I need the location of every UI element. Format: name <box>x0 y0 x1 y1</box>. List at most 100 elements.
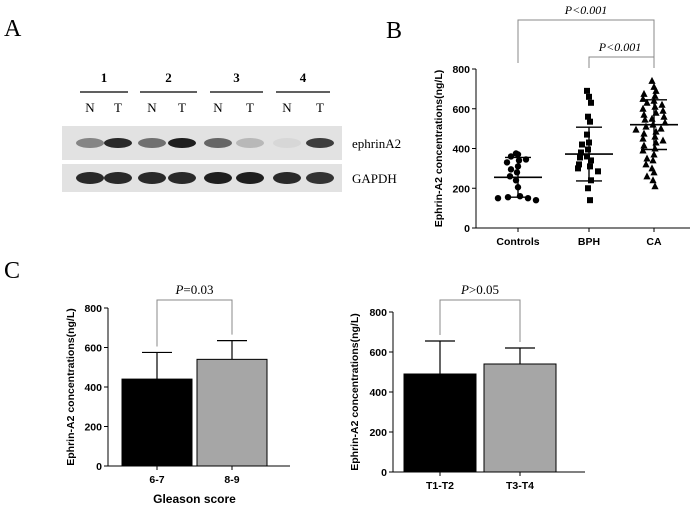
data-point-triangle <box>640 89 648 97</box>
blot-band <box>168 172 196 184</box>
bar <box>121 378 193 467</box>
y-tick-label: 0 <box>96 461 102 473</box>
lane-group-label: 4 <box>300 70 307 85</box>
blot-band <box>104 138 132 148</box>
data-point-square <box>588 157 594 164</box>
data-point-square <box>585 146 591 153</box>
x-tick-label: T3-T4 <box>506 480 534 492</box>
y-tick-label: 400 <box>84 382 102 394</box>
data-point-circle <box>513 169 521 176</box>
data-point-square <box>595 168 601 175</box>
lane-label: T <box>114 100 122 115</box>
lane-group-label: 3 <box>233 70 240 85</box>
data-point-square <box>584 153 590 160</box>
significance-p: P <box>174 282 183 297</box>
lane-label: N <box>85 100 95 115</box>
data-point-square <box>587 197 593 204</box>
data-point-circle <box>515 157 523 164</box>
lane-label: N <box>282 100 292 115</box>
data-point-triangle <box>650 150 658 158</box>
blot-band <box>273 172 301 184</box>
data-point-square <box>578 149 584 156</box>
y-axis-title: Ephrin-A2 concentrations(ng/L) <box>433 70 445 228</box>
lane-label: T <box>178 100 186 115</box>
lane-label: N <box>147 100 157 115</box>
panel-label-a: A <box>4 16 22 42</box>
data-point-triangle <box>651 182 659 190</box>
blot-band <box>138 138 166 148</box>
data-point-triangle <box>648 76 656 84</box>
x-tick-label: Controls <box>496 236 539 248</box>
y-tick-label: 600 <box>369 347 387 359</box>
data-point-circle <box>532 196 540 204</box>
significance-label: P>0.05 <box>460 282 499 297</box>
y-tick-label: 0 <box>381 467 387 479</box>
data-point-circle <box>503 159 511 166</box>
lane-group-label: 1 <box>101 70 108 85</box>
significance-value: >0.05 <box>469 282 499 297</box>
data-point-circle <box>506 173 514 180</box>
significance-bracket <box>588 56 655 68</box>
data-point-triangle <box>649 176 657 184</box>
data-point-triangle <box>659 136 667 144</box>
blot-band <box>306 138 334 148</box>
x-tick-label: BPH <box>578 236 600 248</box>
bar <box>196 358 268 467</box>
data-point-triangle <box>643 98 651 106</box>
x-axis-title: Gleason score <box>153 492 236 506</box>
data-point-square <box>587 163 593 170</box>
panel-label-b: B <box>386 18 402 44</box>
data-point-triangle <box>643 172 651 180</box>
data-point-square <box>587 118 593 125</box>
data-point-square <box>585 185 591 192</box>
y-tick-label: 200 <box>84 422 102 434</box>
data-point-triangle <box>641 115 649 123</box>
y-axis-title: Ephrin-A2 concentrations(ng/L) <box>65 308 77 466</box>
data-point-triangle <box>659 106 667 114</box>
data-point-circle <box>507 166 515 173</box>
data-point-triangle <box>658 100 666 108</box>
x-tick-label: 8-9 <box>224 474 239 486</box>
data-point-triangle <box>643 154 651 162</box>
data-point-square <box>576 161 582 168</box>
data-point-triangle <box>632 125 640 133</box>
data-point-triangle <box>657 124 665 132</box>
data-point-triangle <box>640 141 648 149</box>
data-point-triangle <box>640 129 648 137</box>
data-point-triangle <box>640 110 648 118</box>
data-point-circle <box>494 194 502 202</box>
data-point-triangle <box>639 104 647 112</box>
y-tick-label: 0 <box>464 223 470 235</box>
y-tick-label: 800 <box>369 307 387 319</box>
blot-row-label: GAPDH <box>352 171 397 186</box>
data-point-triangle <box>642 160 650 168</box>
y-tick-label: 600 <box>452 104 470 116</box>
data-point-square <box>579 141 585 148</box>
data-point-triangle <box>639 134 647 142</box>
bar-chart-gleason: 0 200 400 600 800 Ephrin-A2 concentrations(ng… <box>65 282 290 506</box>
significance-value: =0.03 <box>183 282 213 297</box>
blot-band <box>76 172 104 184</box>
panel-label-c: C <box>4 258 20 284</box>
significance-bracket <box>156 299 233 347</box>
data-point-square <box>575 165 581 172</box>
data-point-square <box>584 87 590 94</box>
y-tick-label: 400 <box>369 387 387 399</box>
lane-group-label: 2 <box>165 70 172 85</box>
data-point-circle <box>507 153 515 160</box>
blot-band <box>204 138 232 148</box>
y-tick-label: 200 <box>452 183 470 195</box>
bar <box>483 363 557 473</box>
y-tick-label: 600 <box>84 343 102 355</box>
blot-band <box>236 138 264 148</box>
blot-band <box>138 172 166 184</box>
significance-label: P<0.001 <box>598 40 641 54</box>
y-tick-label: 200 <box>369 427 387 439</box>
data-point-triangle <box>651 132 659 140</box>
y-tick-label: 800 <box>452 64 470 76</box>
data-point-square <box>586 93 592 100</box>
blot-band <box>76 138 104 148</box>
data-point-triangle <box>660 112 668 120</box>
